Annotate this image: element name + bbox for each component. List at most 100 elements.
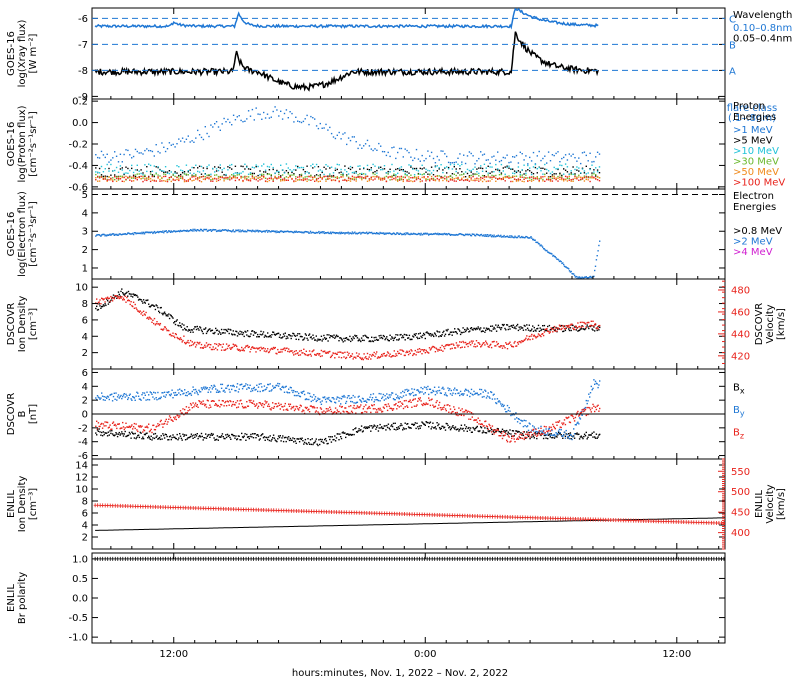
data-point [303,337,306,339]
data-point [267,231,269,233]
data-point [174,333,177,335]
data-point [313,337,315,339]
data-point [521,327,524,329]
data-point [416,233,418,236]
data-point [423,160,425,162]
data-point [302,166,305,169]
data-point [369,396,371,398]
data-point [151,231,153,233]
data-point [591,389,593,391]
data-point [457,392,459,395]
data-point [275,231,277,234]
data-point [131,164,133,167]
data-point [524,338,526,341]
data-point [116,234,119,236]
data-point [407,233,410,235]
data-point [371,336,373,338]
data-point [590,276,592,279]
data-point [497,342,499,345]
data-point [591,164,593,166]
data-point [253,230,255,232]
data-point [410,165,412,167]
data-point [176,143,178,145]
data-point [215,343,218,345]
data-point [166,435,168,438]
data-point [256,347,258,349]
data-point [298,441,301,443]
data-point [360,233,362,235]
data-point [308,232,310,234]
data-point [328,436,330,438]
data-point [160,231,162,233]
data-point [529,437,531,440]
data-point [508,177,510,179]
data-point [402,178,404,181]
data-point [295,230,297,232]
data-point [257,347,260,350]
data-point [542,429,545,431]
data-point [115,295,117,297]
data-point [409,394,411,396]
data-point [562,330,564,333]
data-point [429,333,432,335]
data-point [312,163,314,165]
data-point [365,356,367,358]
data-point [515,179,518,181]
data-point [558,328,561,330]
data-point [463,430,465,432]
data-point [599,433,601,436]
data-point [556,330,558,332]
data-point [129,233,131,235]
data-point [203,328,205,330]
data-point [181,172,184,174]
data-point [359,339,361,342]
data-point [409,352,411,354]
data-point [155,231,157,234]
data-point [433,233,435,235]
data-point [215,388,217,390]
data-point [340,138,342,140]
series--1-mev [95,106,601,165]
data-point [568,438,571,440]
data-point [114,174,116,176]
data-point [510,176,512,179]
data-point [198,180,201,182]
data-point [469,327,472,330]
data-point [333,334,335,336]
data-point [288,388,290,390]
data-point [108,234,110,236]
data-point [598,325,600,327]
data-point [349,433,351,436]
data-point [225,229,228,232]
data-point [192,437,194,439]
data-point [341,339,343,341]
data-point [413,175,416,178]
data-point [166,171,169,173]
data-point [402,233,404,235]
data-point [179,338,181,341]
data-point [255,107,257,109]
data-point [408,176,410,178]
data-point [308,175,310,178]
data-point [107,427,110,429]
legend-title: Proton [733,101,765,112]
data-point [128,293,131,295]
data-point [318,230,320,233]
data-point [521,174,523,176]
data-point [361,231,364,234]
data-point [98,157,101,159]
data-point [501,235,504,238]
data-point [476,173,478,175]
data-point [527,164,529,167]
data-point [147,437,149,439]
data-point [243,335,245,338]
data-point [449,426,451,428]
data-point [110,179,112,181]
data-point [438,168,440,170]
data-point [432,389,434,392]
data-point [215,347,217,349]
data-point [111,300,114,302]
data-point [581,414,583,416]
data-point [376,176,378,178]
data-point [563,330,565,332]
